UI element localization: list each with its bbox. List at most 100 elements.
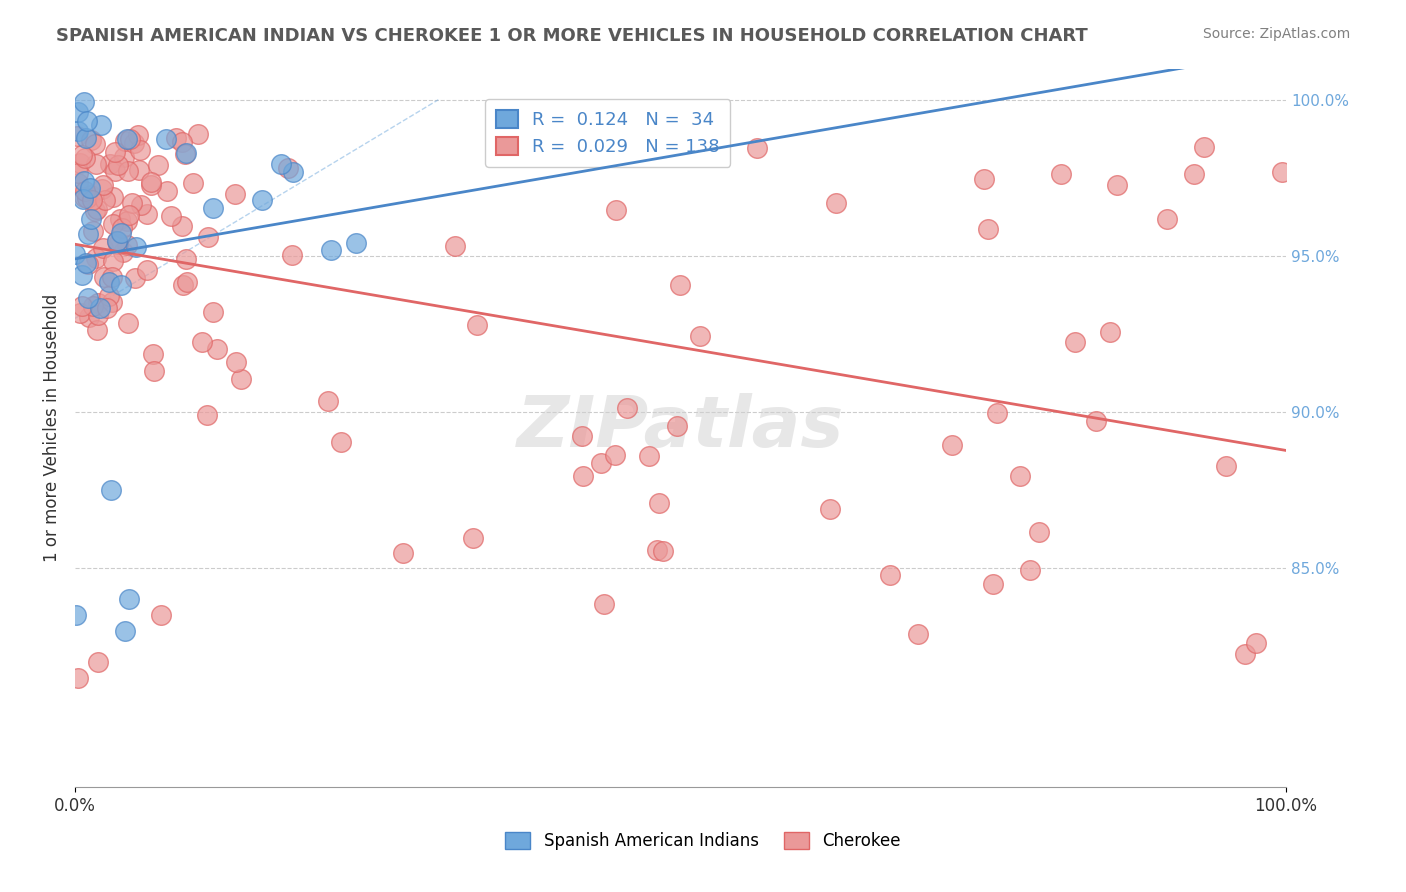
Point [1105, 178, 1128, 193]
Point [129, 144, 152, 158]
Point [165, 131, 187, 145]
Point [87, 296, 110, 310]
Point [229, 372, 252, 386]
Point [76, 191, 98, 205]
Point [973, 172, 995, 186]
Point [77, 227, 100, 242]
Point [70, 148, 93, 162]
Point [80, 211, 103, 226]
Point [571, 429, 593, 443]
Point [105, 235, 128, 249]
Point [93, 269, 115, 284]
Point [73, 174, 96, 188]
Point [143, 363, 166, 377]
Point [86, 202, 108, 216]
Point [224, 187, 246, 202]
Point [1156, 212, 1178, 227]
Point [941, 438, 963, 452]
Point [117, 592, 139, 607]
Point [66, 166, 89, 180]
Point [67, 104, 90, 119]
Point [747, 141, 769, 155]
Point [82, 193, 104, 207]
Point [101, 217, 124, 231]
Point [90, 118, 112, 132]
Text: SPANISH AMERICAN INDIAN VS CHEROKEE 1 OR MORE VEHICLES IN HOUSEHOLD CORRELATION : SPANISH AMERICAN INDIAN VS CHEROKEE 1 OR… [56, 27, 1088, 45]
Point [977, 222, 1000, 236]
Point [318, 393, 340, 408]
Point [465, 318, 488, 333]
Point [117, 316, 139, 330]
Point [70, 299, 93, 313]
Point [277, 161, 299, 175]
Point [172, 278, 194, 293]
Point [591, 456, 613, 470]
Point [82, 225, 104, 239]
Point [1028, 524, 1050, 539]
Point [201, 201, 224, 215]
Point [616, 401, 638, 415]
Point [1192, 140, 1215, 154]
Point [195, 409, 218, 423]
Point [170, 219, 193, 234]
Point [86, 252, 108, 266]
Point [172, 135, 194, 149]
Point [127, 128, 149, 142]
Point [110, 278, 132, 293]
Point [76, 291, 98, 305]
Point [82, 300, 104, 314]
Point [638, 450, 661, 464]
Point [69, 306, 91, 320]
Point [80, 133, 103, 147]
Point [392, 546, 415, 560]
Point [104, 145, 127, 159]
Point [1084, 415, 1107, 429]
Point [128, 162, 150, 177]
Point [103, 254, 125, 268]
Point [67, 124, 90, 138]
Point [592, 597, 614, 611]
Point [97, 289, 120, 303]
Point [141, 178, 163, 193]
Point [86, 323, 108, 337]
Point [105, 234, 128, 248]
Point [66, 176, 89, 190]
Point [112, 150, 135, 164]
Point [139, 175, 162, 189]
Point [122, 136, 145, 150]
Point [461, 531, 484, 545]
Point [329, 435, 352, 450]
Point [142, 347, 165, 361]
Point [65, 608, 87, 623]
Point [114, 624, 136, 638]
Point [156, 184, 179, 198]
Point [1244, 636, 1267, 650]
Point [669, 278, 692, 293]
Point [879, 567, 901, 582]
Point [69, 155, 91, 169]
Point [155, 132, 177, 146]
Point [75, 256, 97, 270]
Legend: R =  0.124   N =  34, R =  0.029   N = 138: R = 0.124 N = 34, R = 0.029 N = 138 [485, 99, 731, 167]
Point [135, 263, 157, 277]
Point [146, 158, 169, 172]
Point [118, 208, 141, 222]
Point [201, 305, 224, 319]
Point [87, 308, 110, 322]
Point [1234, 647, 1257, 661]
Point [149, 608, 172, 623]
Point [100, 483, 122, 497]
Point [84, 136, 107, 151]
Point [76, 114, 98, 128]
Point [98, 275, 121, 289]
Point [1099, 326, 1122, 340]
Point [63, 246, 86, 260]
Point [1050, 167, 1073, 181]
Point [96, 301, 118, 315]
Point [83, 203, 105, 218]
Point [136, 207, 159, 221]
Point [160, 209, 183, 223]
Point [101, 269, 124, 284]
Point [281, 248, 304, 262]
Point [981, 576, 1004, 591]
